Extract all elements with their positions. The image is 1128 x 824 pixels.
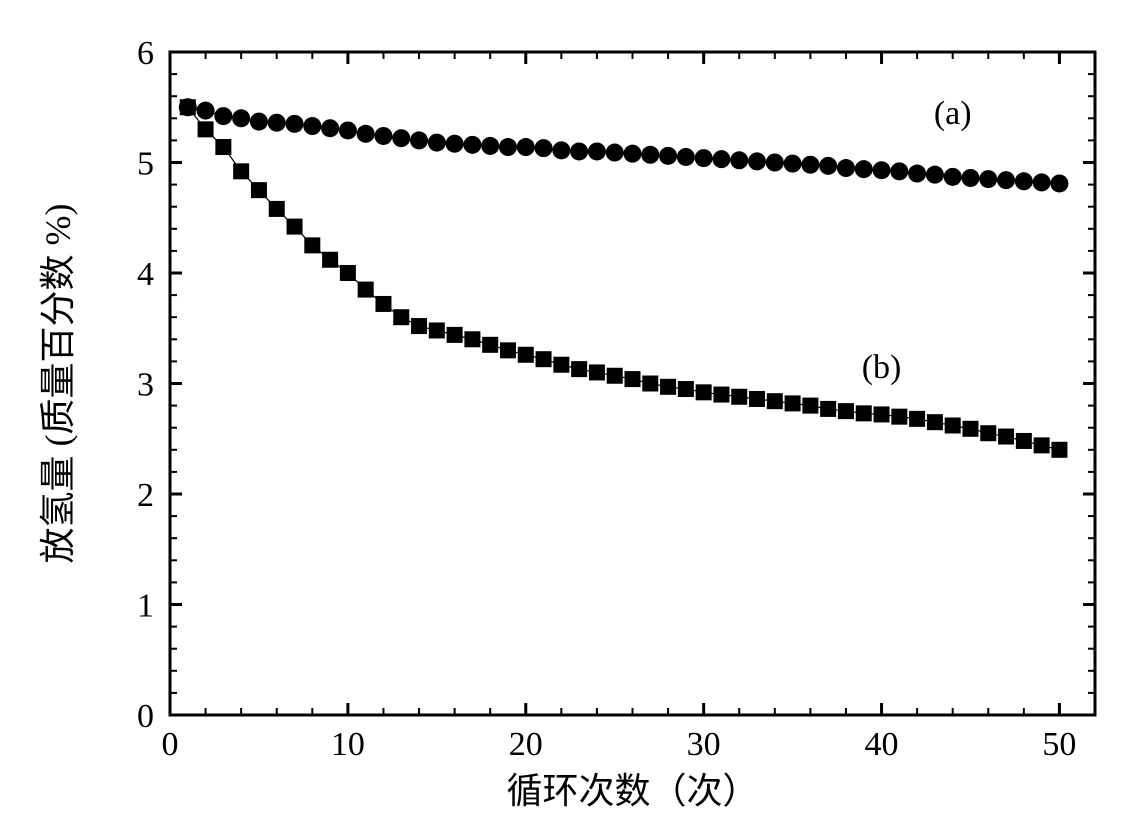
svg-text:0: 0 xyxy=(137,698,154,735)
svg-text:1: 1 xyxy=(137,588,154,625)
svg-text:10: 10 xyxy=(331,726,365,763)
series-a-label: (a) xyxy=(934,95,972,132)
svg-text:40: 40 xyxy=(865,726,899,763)
svg-text:2: 2 xyxy=(137,477,154,514)
svg-text:20: 20 xyxy=(509,726,543,763)
svg-text:4: 4 xyxy=(137,256,154,293)
svg-text:50: 50 xyxy=(1042,726,1076,763)
x-axis-label: 循环次数（次） xyxy=(506,771,758,811)
svg-text:6: 6 xyxy=(137,35,154,72)
chart-container: 0 10 20 30 40 50 0 1 2 3 4 5 6 循环次数（次） 放氢量 (质量百分数 %) (a… xyxy=(0,0,1128,824)
svg-text:5: 5 xyxy=(137,146,154,183)
hydrogen-release-chart: 0 10 20 30 40 50 0 1 2 3 4 5 6 循环次数（次） 放氢量 (质量百分数 %) (a… xyxy=(0,0,1128,824)
svg-text:3: 3 xyxy=(137,367,154,404)
svg-text:30: 30 xyxy=(687,726,721,763)
svg-text:0: 0 xyxy=(162,726,179,763)
y-axis-label: 放氢量 (质量百分数 %) xyxy=(38,204,78,564)
series-b-label: (b) xyxy=(862,349,902,386)
